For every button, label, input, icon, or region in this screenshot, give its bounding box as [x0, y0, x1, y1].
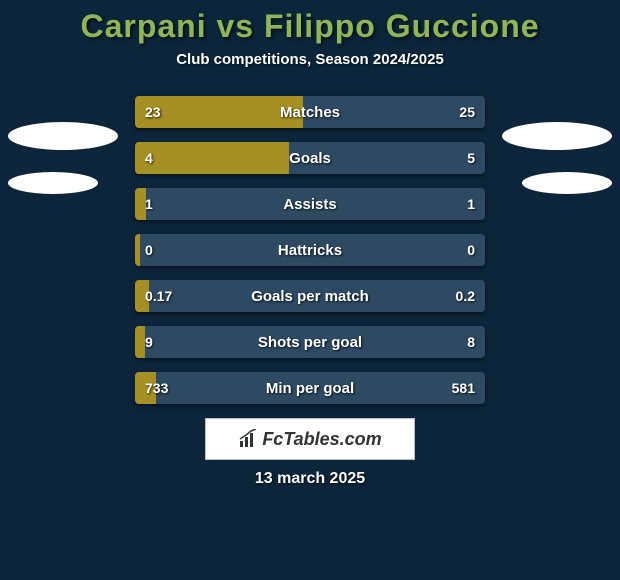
bg-ellipse [8, 122, 118, 150]
subtitle: Club competitions, Season 2024/2025 [0, 51, 620, 68]
bg-ellipse [502, 122, 612, 150]
bg-ellipse [522, 172, 612, 194]
stat-label: Min per goal [135, 372, 485, 404]
stat-row: 0Hattricks0 [135, 234, 485, 266]
stat-right-value: 1 [467, 188, 475, 220]
bg-ellipse [8, 172, 98, 194]
stat-row: 0.17Goals per match0.2 [135, 280, 485, 312]
stat-right-value: 581 [452, 372, 475, 404]
stat-label: Goals per match [135, 280, 485, 312]
stat-row: 23Matches25 [135, 96, 485, 128]
fctables-logo[interactable]: FcTables.com [205, 418, 415, 460]
stat-label: Assists [135, 188, 485, 220]
stat-row: 1Assists1 [135, 188, 485, 220]
stat-label: Matches [135, 96, 485, 128]
date-label: 13 march 2025 [0, 470, 620, 488]
comparison-card: Carpani vs Filippo Guccione Club competi… [0, 0, 620, 580]
page-title: Carpani vs Filippo Guccione [0, 8, 620, 45]
stat-row: 733Min per goal581 [135, 372, 485, 404]
stat-right-value: 8 [467, 326, 475, 358]
chart-icon [238, 429, 258, 449]
stat-right-value: 0.2 [456, 280, 475, 312]
stat-label: Hattricks [135, 234, 485, 266]
stat-right-value: 5 [467, 142, 475, 174]
stat-row: 4Goals5 [135, 142, 485, 174]
stat-label: Goals [135, 142, 485, 174]
stat-right-value: 0 [467, 234, 475, 266]
stat-right-value: 25 [459, 96, 475, 128]
stats-list: 23Matches25 4Goals5 1Assists1 0Hattricks0 0.… [135, 96, 485, 404]
logo-text: FcTables.com [262, 429, 381, 450]
stat-row: 9Shots per goal8 [135, 326, 485, 358]
stat-label: Shots per goal [135, 326, 485, 358]
